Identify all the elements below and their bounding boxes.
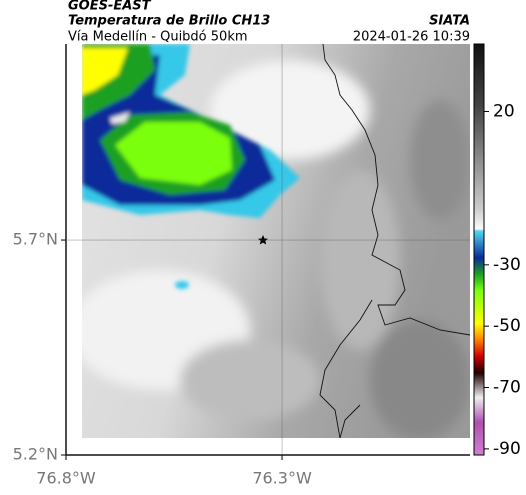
product-title: Temperatura de Brillo CH13 xyxy=(68,14,270,29)
lon-tick-label: 76.8°W xyxy=(36,469,96,488)
border-line xyxy=(322,44,470,336)
border-line xyxy=(339,404,361,438)
colorbar-tick-label: -70 xyxy=(493,378,521,398)
satellite-name: GOES-EAST xyxy=(68,0,152,14)
lat-tick-label: 5.7°N xyxy=(13,230,58,249)
timestamp: 2024-01-26 10:39 xyxy=(353,30,470,45)
image-texture xyxy=(82,60,470,438)
colorbar-tick-label: -50 xyxy=(493,316,521,336)
colorbar-tick-label: -90 xyxy=(493,439,521,459)
colorbar-tick-label: -30 xyxy=(493,255,521,275)
border-line xyxy=(319,299,373,438)
route-label: Vía Medellín - Quibdó 50km xyxy=(68,30,248,45)
colorbar xyxy=(473,43,485,456)
cold-cloud xyxy=(82,44,300,289)
source-label: SIATA xyxy=(429,14,470,29)
satellite-image xyxy=(82,44,470,438)
lon-tick-label: 76.3°W xyxy=(252,469,312,488)
colorbar-tick-label: 20 xyxy=(493,101,515,121)
location-marker xyxy=(258,235,268,245)
lat-tick-label: 5.2°N xyxy=(13,445,58,464)
